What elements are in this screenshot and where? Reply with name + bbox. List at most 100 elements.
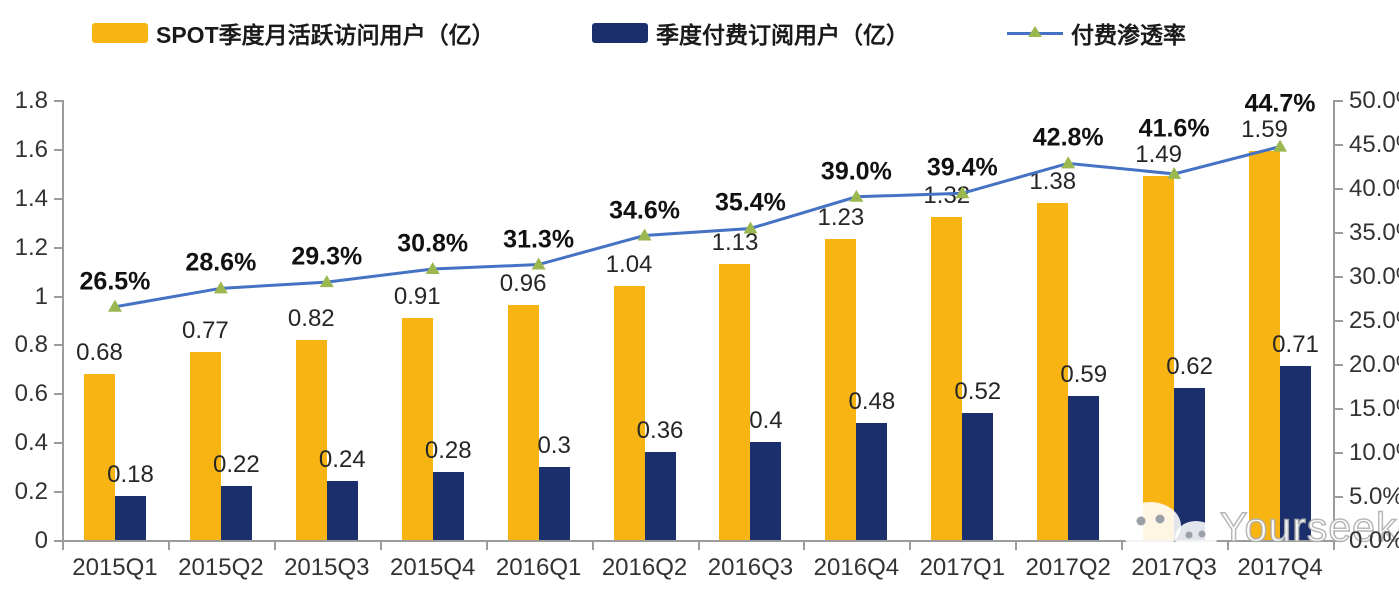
left-axis-tick	[54, 246, 62, 249]
left-axis-tick	[54, 100, 62, 102]
x-axis-label: 2017Q4	[1237, 554, 1323, 581]
paid-bar	[962, 412, 994, 540]
left-axis-tick-label: 0.6	[14, 380, 48, 408]
mau-value-label: 1.13	[711, 228, 759, 256]
right-axis-tick-label: 40.0%	[1349, 175, 1399, 202]
penetration-marker-icon	[637, 228, 652, 241]
left-axis-tick	[54, 295, 62, 298]
paid-bar	[220, 486, 252, 540]
right-axis-tick-label: 25.0%	[1349, 307, 1399, 334]
mau-legend-swatch	[92, 23, 148, 43]
x-axis-tick	[1121, 542, 1124, 550]
right-axis-tick	[1335, 276, 1343, 278]
x-axis-tick	[379, 542, 382, 550]
x-axis-label: 2015Q4	[390, 554, 476, 581]
left-axis-tick	[54, 540, 62, 542]
mau-value-label: 1.23	[817, 204, 865, 232]
paid-value-label: 0.3	[537, 431, 571, 459]
wechat-icon	[1119, 502, 1217, 558]
right-axis-tick	[1335, 496, 1343, 498]
left-axis-tick-label: 0	[34, 527, 48, 554]
x-axis-tick	[1015, 542, 1018, 550]
paid-value-label: 0.48	[848, 387, 896, 415]
penetration-marker-icon	[1061, 156, 1076, 169]
penetration-value-label: 31.3%	[503, 225, 575, 254]
left-axis-tick-label: 0.4	[14, 429, 48, 457]
paid-value-label: 0.4	[749, 407, 783, 435]
penetration-value-label: 28.6%	[185, 248, 257, 277]
paid-value-label: 0.22	[213, 451, 260, 479]
left-axis-tick-label: 0.8	[14, 331, 48, 359]
mau-value-label: 0.82	[287, 304, 335, 332]
penetration-value-label: 35.4%	[715, 188, 786, 217]
right-axis-tick-label: 10.0%	[1349, 439, 1399, 466]
paid-value-label: 0.62	[1166, 353, 1213, 381]
penetration-value-label: 39.0%	[820, 157, 892, 186]
x-axis-label: 2017Q1	[919, 554, 1005, 581]
paid-legend-label: 季度付费订阅用户（亿）	[656, 22, 909, 48]
right-axis-tick-label: 5.0%	[1349, 483, 1399, 510]
paid-bar	[644, 452, 676, 540]
right-axis-tick	[1335, 540, 1343, 542]
penetration-value-label: 44.7%	[1244, 89, 1316, 118]
penetration-marker-icon	[319, 275, 334, 288]
penetration-legend-label: 付费渗透率	[1071, 22, 1186, 48]
mau-value-label: 0.91	[393, 282, 441, 310]
left-axis-line	[62, 100, 64, 540]
paid-value-label: 0.24	[318, 446, 366, 474]
left-axis-tick-label: 1.6	[14, 135, 48, 163]
mau-bar	[189, 351, 221, 540]
mau-value-label: 1.49	[1135, 140, 1182, 168]
x-axis-label: 2016Q4	[813, 554, 900, 581]
x-axis-label: 2016Q1	[495, 554, 582, 581]
mau-value-label: 1.32	[923, 182, 971, 210]
x-axis-line	[62, 540, 1335, 542]
x-axis-tick	[697, 542, 700, 550]
right-axis-tick-label: 35.0%	[1349, 219, 1399, 246]
x-axis-label: 2015Q3	[284, 554, 370, 581]
x-axis-label: 2016Q2	[601, 554, 688, 581]
penetration-value-label: 41.6%	[1138, 114, 1210, 143]
paid-value-label: 0.18	[107, 461, 154, 488]
right-axis-tick-label: 50.0%	[1349, 87, 1399, 114]
penetration-value-label: 30.8%	[397, 229, 469, 258]
mau-value-label: 0.96	[499, 270, 547, 298]
right-axis-tick-label: 30.0%	[1349, 263, 1399, 290]
paid-bar	[1280, 366, 1312, 540]
right-axis-tick	[1335, 408, 1343, 410]
penetration-value-label: 42.8%	[1032, 123, 1104, 152]
penetration-legend-marker-icon	[1007, 23, 1063, 43]
paid-value-label: 0.36	[636, 417, 684, 444]
legend-item-mau: SPOT季度月活跃访问用户（亿）	[92, 16, 495, 50]
mau-value-label: 1.59	[1241, 116, 1288, 144]
right-axis-line	[1333, 100, 1335, 540]
left-axis-tick-label: 1	[34, 282, 48, 310]
mau-value-label: 0.68	[76, 338, 123, 366]
left-axis-tick	[54, 197, 62, 200]
x-axis-tick	[167, 542, 170, 550]
right-axis-tick-label: 45.0%	[1349, 131, 1399, 158]
x-axis-tick	[803, 542, 806, 550]
right-axis-tick	[1335, 320, 1343, 322]
right-axis-tick-label: 15.0%	[1349, 395, 1399, 422]
penetration-value-label: 34.6%	[609, 196, 680, 225]
paid-bar	[750, 442, 782, 540]
right-axis-tick	[1335, 232, 1343, 234]
left-axis-tick	[54, 491, 62, 494]
x-axis-tick	[62, 542, 64, 550]
left-axis-tick	[54, 344, 62, 347]
x-axis-tick	[1333, 542, 1335, 550]
mau-value-label: 1.04	[605, 250, 653, 278]
penetration-value-label: 26.5%	[79, 267, 151, 296]
paid-bar	[1174, 388, 1206, 540]
left-axis-tick	[54, 148, 62, 151]
paid-bar	[326, 481, 358, 540]
right-axis-tick-label: 0.0%	[1349, 527, 1399, 554]
paid-bar	[114, 496, 146, 540]
left-axis-tick-label: 1.4	[14, 184, 48, 212]
x-axis-label: 2016Q3	[707, 554, 794, 581]
mau-bar	[401, 317, 433, 540]
right-axis-tick	[1335, 100, 1343, 102]
x-axis-label: 2015Q1	[72, 554, 158, 581]
